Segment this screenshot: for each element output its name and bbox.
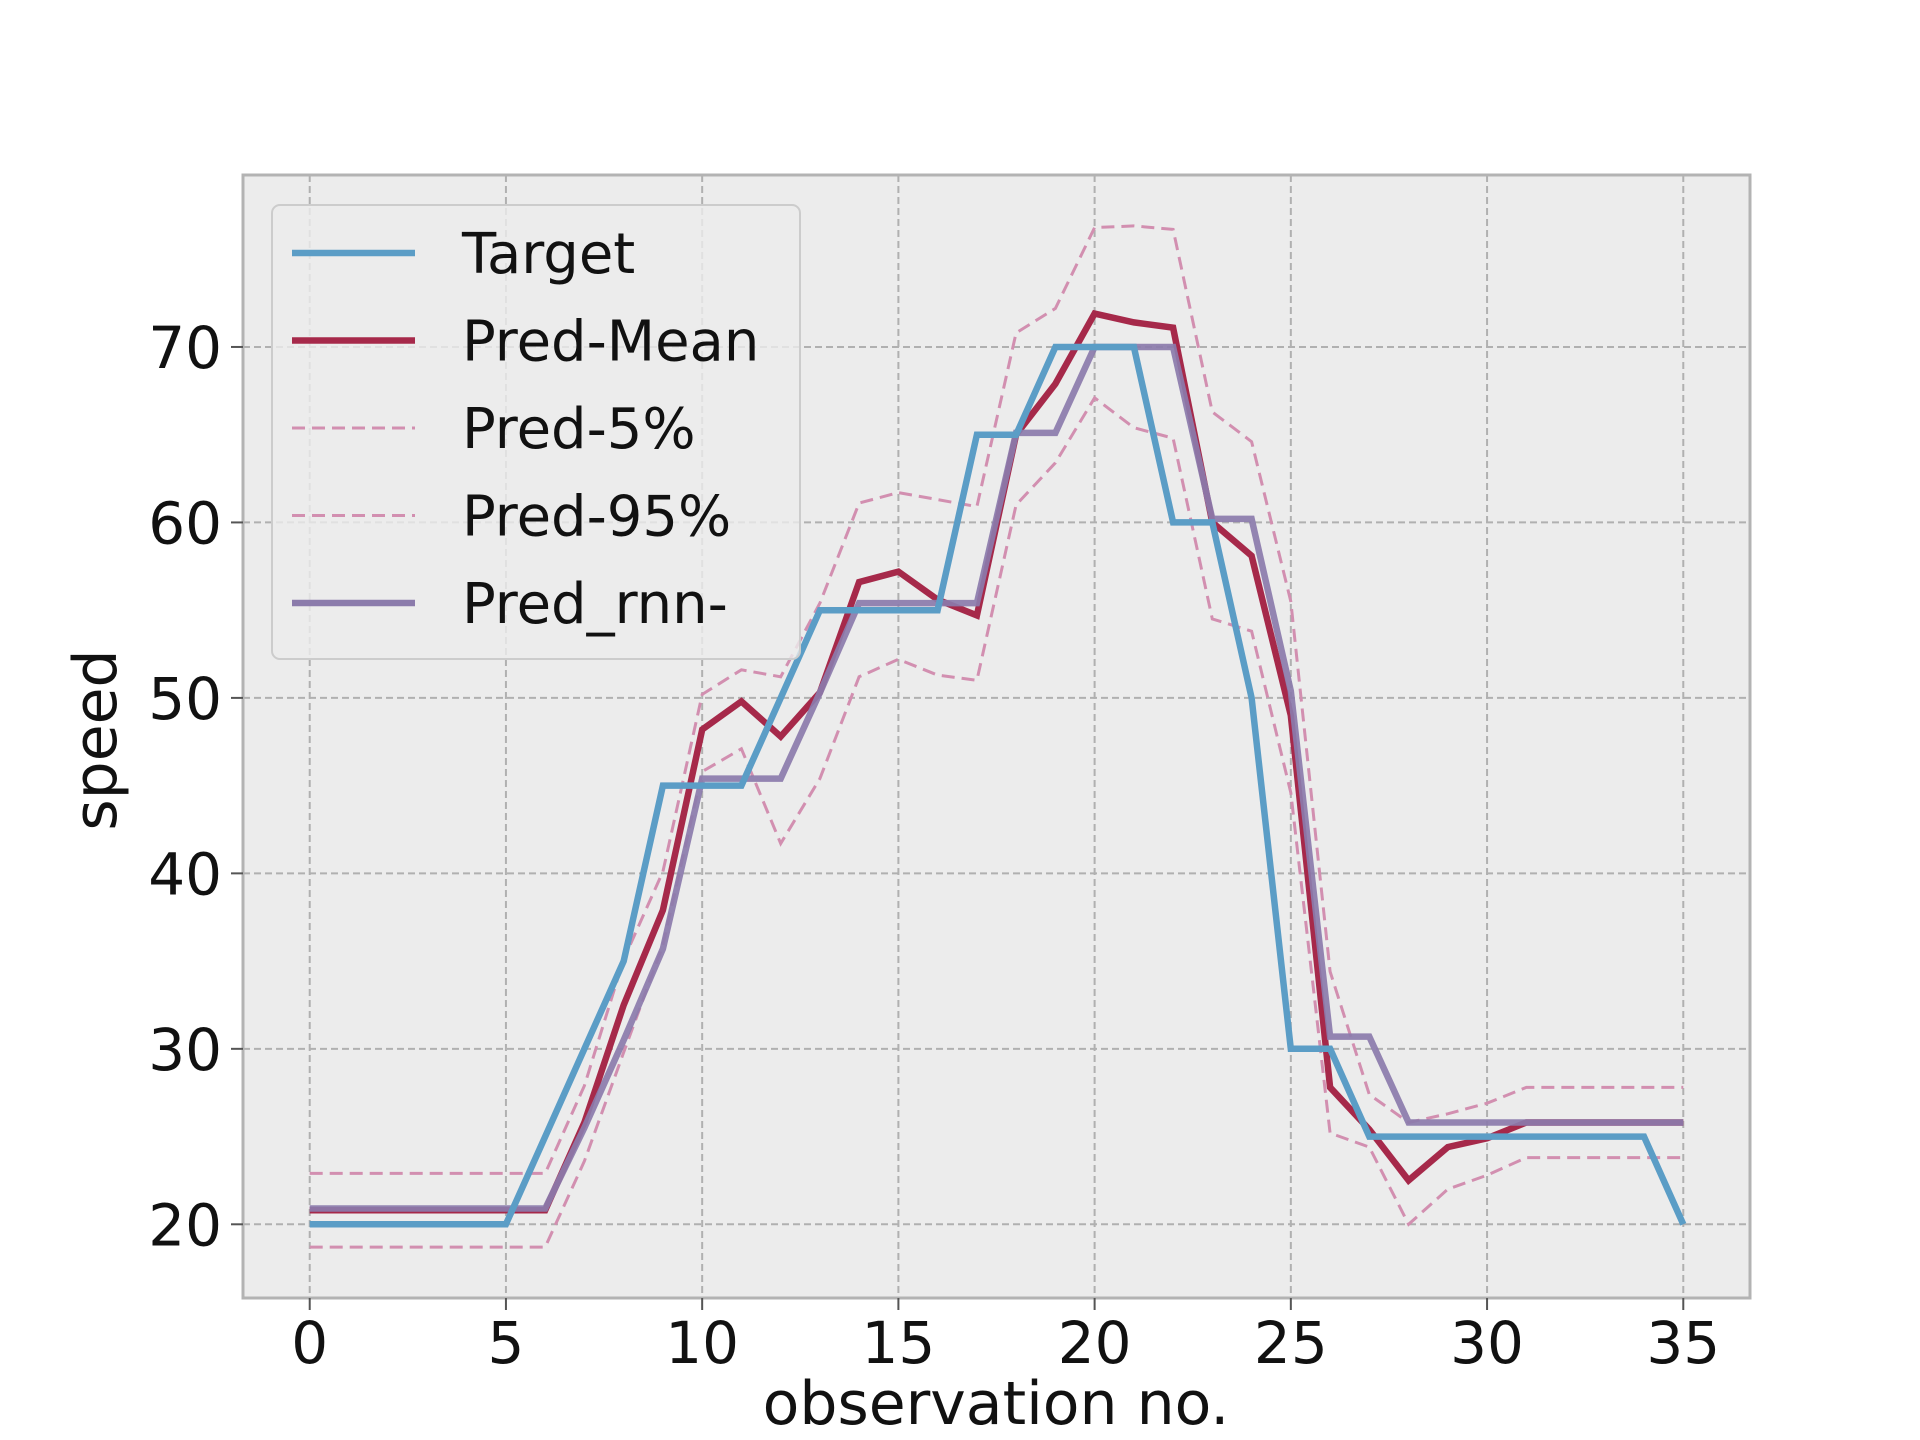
series-line-pred-5 [309, 395, 1684, 1249]
y-tick-label: 40 [148, 840, 222, 908]
legend-label: Pred_rnn- [462, 572, 728, 637]
series-line-target [309, 343, 1687, 1228]
x-tick-label: 15 [861, 1309, 935, 1377]
x-tick-label: 10 [665, 1309, 739, 1377]
y-axis-label: speed [61, 649, 131, 830]
x-tick-label: 0 [291, 1309, 328, 1377]
y-tick-label: 60 [148, 489, 222, 557]
legend-label: Pred-95% [462, 485, 731, 550]
x-tick-label: 5 [487, 1309, 524, 1377]
y-tick-label: 50 [148, 665, 222, 733]
x-tick-label: 20 [1058, 1309, 1132, 1377]
legend-box [271, 204, 801, 660]
legend-label: Pred-Mean [462, 310, 759, 375]
series-line-pred-95 [309, 224, 1684, 1175]
series-line-pred-rnn [309, 343, 1684, 1212]
x-tick-label: 30 [1450, 1309, 1524, 1377]
ticks: 0 5 10 15 20 25 30 35 20 30 40 50 60 70 [148, 314, 1720, 1377]
y-tick-label: 20 [148, 1191, 222, 1259]
plot-frame [241, 173, 1752, 1300]
x-axis-label: observation no. [763, 1369, 1230, 1439]
legend-label: Pred-5% [462, 397, 696, 462]
legend: Target Pred-Mean Pred-5% Pred-95% Pred_rnn- [271, 204, 801, 660]
legend-label: Target [461, 222, 635, 287]
x-tick-label: 35 [1646, 1309, 1720, 1377]
x-tick-label: 25 [1254, 1309, 1328, 1377]
y-tick-label: 30 [148, 1016, 222, 1084]
y-tick-label: 70 [148, 314, 222, 382]
series-layer [309, 224, 1687, 1249]
